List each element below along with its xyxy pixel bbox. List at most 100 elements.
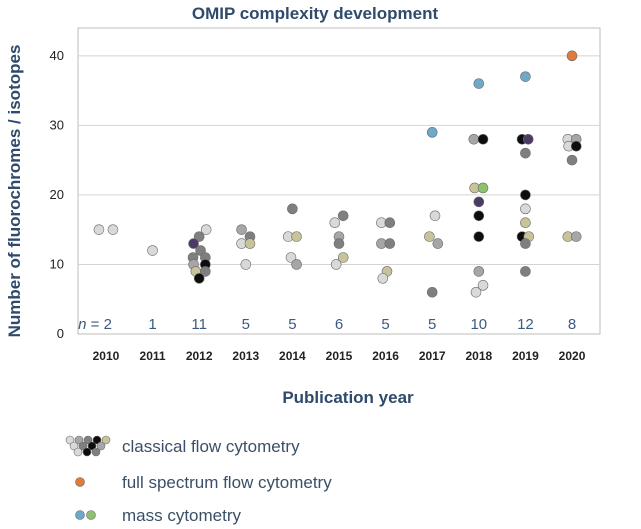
y-tick-30: 30	[50, 117, 64, 132]
point-2019-13-57	[520, 238, 531, 249]
chart-title: OMIP complexity development	[192, 4, 439, 23]
x-tick-2013: 2013	[232, 349, 259, 363]
legend-swatch-0-2	[83, 435, 93, 445]
legend-entry-0: classical flow cytometry	[65, 435, 300, 457]
legend-swatch-1-0	[75, 477, 85, 487]
legend-entry-2: mass cytometry	[75, 506, 242, 525]
point-2010-15-1	[107, 224, 119, 235]
x-tick-2015: 2015	[326, 349, 353, 363]
x-tick-2011: 2011	[140, 349, 166, 363]
point-2019-28-50	[522, 133, 534, 145]
point-2018-17-44	[473, 210, 485, 222]
point-2017-6-39	[426, 286, 438, 298]
point-2019-26-51	[520, 147, 531, 159]
point-2019-20-52	[520, 189, 531, 201]
data-points	[93, 50, 582, 298]
count-label-2015: 6	[335, 316, 343, 333]
point-2012-9-12	[200, 266, 211, 277]
point-2016-8-35	[377, 273, 389, 284]
point-2018-28-41	[477, 133, 489, 145]
legend-swatch-0-4	[101, 435, 111, 445]
count-label-2011: 1	[148, 316, 156, 333]
point-2016-16-31	[384, 217, 396, 229]
point-2017-29-0	[426, 127, 438, 138]
count-label-2017: 5	[428, 316, 436, 333]
y-axis-label: Number of fluorochromes / isotopes	[5, 45, 24, 338]
x-tick-2019: 2019	[512, 349, 539, 363]
point-2018-19-43	[473, 196, 485, 208]
point-2014-11-22	[285, 252, 297, 263]
count-label-2018: 10	[470, 316, 487, 333]
y-tick-20: 20	[50, 187, 64, 202]
plot-area	[77, 27, 601, 335]
point-2018-21-2	[477, 182, 489, 194]
axis-ticks: 0 10 20 30 40 2010 2011 2012 2013 2014 2015 2016 201…	[50, 48, 586, 363]
point-2014-18-19	[287, 203, 298, 215]
legend-swatch-0-9	[73, 447, 83, 457]
legend-label-2: mass cytometry	[122, 506, 242, 525]
point-2020-14-65	[570, 231, 582, 242]
count-labels: n = 2 1 11 5 5 6 5 5 10 12 8	[78, 316, 576, 333]
count-label-2016: 5	[381, 316, 389, 333]
point-2015-11-28	[337, 252, 349, 263]
y-tick-40: 40	[50, 48, 64, 63]
x-axis-label: Publication year	[282, 388, 414, 407]
point-2019-18-53	[520, 203, 531, 215]
y-tick-0: 0	[57, 326, 64, 341]
legend-swatch-0-6	[78, 441, 88, 451]
x-tick-2016: 2016	[372, 349, 399, 363]
legend-entry-1: full spectrum flow cytometry	[75, 473, 332, 492]
legend-swatch-0-10	[82, 447, 92, 457]
series-full-spectrum-flow-cytometry	[566, 50, 578, 62]
point-2018-9-46	[473, 266, 485, 277]
point-2020-25-63	[566, 154, 578, 166]
plot-frame	[77, 27, 601, 335]
legend-swatch-0-0	[65, 435, 75, 445]
count-label-2010: n = 2	[78, 316, 112, 333]
point-2015-10-29	[330, 259, 342, 270]
count-label-2013: 5	[242, 316, 250, 333]
point-2012-13-5	[188, 238, 199, 249]
point-2015-17-24	[337, 210, 349, 222]
point-2019-16-54	[520, 217, 531, 229]
series-classical-flow-cytometry	[93, 133, 582, 298]
point-2010-15-0	[93, 224, 105, 235]
count-label-2020: 8	[568, 316, 576, 333]
legend-label-1: full spectrum flow cytometry	[122, 473, 332, 492]
x-tick-2020: 2020	[559, 349, 586, 363]
point-2018-7-47	[477, 280, 489, 291]
point-2018-6-48	[470, 286, 482, 298]
x-tick-2014: 2014	[279, 349, 306, 363]
point-2019-37-3	[520, 71, 531, 82]
point-2018-28-40	[468, 133, 480, 145]
x-tick-2010: 2010	[93, 349, 120, 363]
legend-swatch-0-8	[96, 441, 106, 451]
point-2019-9-58	[520, 266, 531, 277]
point-2016-13-33	[384, 238, 396, 249]
legend-swatch-0-11	[91, 447, 101, 457]
point-2013-15-14	[236, 224, 247, 235]
x-tick-2017: 2017	[419, 349, 446, 363]
count-label-2014: 5	[288, 316, 296, 333]
y-tick-10: 10	[50, 256, 64, 271]
legend-swatch-0-1	[74, 435, 84, 445]
point-2020-40-0	[566, 50, 578, 62]
point-2018-36-1	[473, 78, 485, 89]
point-2020-27-62	[570, 140, 582, 152]
legend-swatch-0-7	[87, 441, 97, 451]
count-label-2012: 11	[191, 316, 207, 333]
point-2017-14-37	[424, 231, 435, 242]
legend-swatch-0-5	[69, 441, 79, 451]
point-2017-17-36	[429, 210, 441, 222]
point-2012-15-3	[200, 224, 212, 235]
x-tick-2012: 2012	[186, 349, 213, 363]
point-2018-14-45	[473, 231, 485, 242]
point-2012-8-13	[193, 273, 205, 284]
point-2014-10-23	[291, 259, 302, 270]
count-label-2019: 12	[517, 316, 534, 333]
legend: classical flow cytometry full spectrum fl…	[65, 435, 332, 525]
point-2015-13-27	[333, 238, 345, 249]
legend-swatch-0-3	[92, 435, 102, 445]
legend-swatch-2-0	[75, 510, 85, 520]
